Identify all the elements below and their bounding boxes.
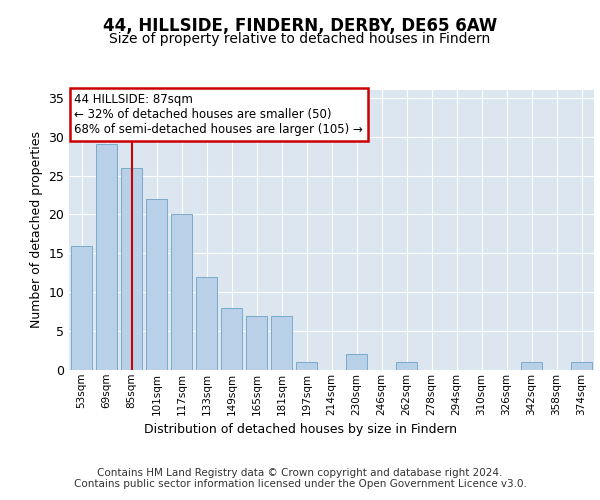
Text: 44, HILLSIDE, FINDERN, DERBY, DE65 6AW: 44, HILLSIDE, FINDERN, DERBY, DE65 6AW [103,18,497,36]
Text: Contains HM Land Registry data © Crown copyright and database right 2024.
Contai: Contains HM Land Registry data © Crown c… [74,468,526,489]
Bar [521,362,542,370]
Bar [96,144,117,370]
Bar [121,168,142,370]
Bar [396,362,417,370]
Bar [271,316,292,370]
Text: Distribution of detached houses by size in Findern: Distribution of detached houses by size … [143,422,457,436]
Bar [146,199,167,370]
Text: 44 HILLSIDE: 87sqm
← 32% of detached houses are smaller (50)
68% of semi-detache: 44 HILLSIDE: 87sqm ← 32% of detached hou… [74,93,363,136]
Bar [246,316,267,370]
Bar [196,276,217,370]
Bar [296,362,317,370]
Text: Size of property relative to detached houses in Findern: Size of property relative to detached ho… [109,32,491,46]
Bar [346,354,367,370]
Y-axis label: Number of detached properties: Number of detached properties [30,132,43,328]
Bar [171,214,192,370]
Bar [221,308,242,370]
Bar [571,362,592,370]
Bar [71,246,92,370]
